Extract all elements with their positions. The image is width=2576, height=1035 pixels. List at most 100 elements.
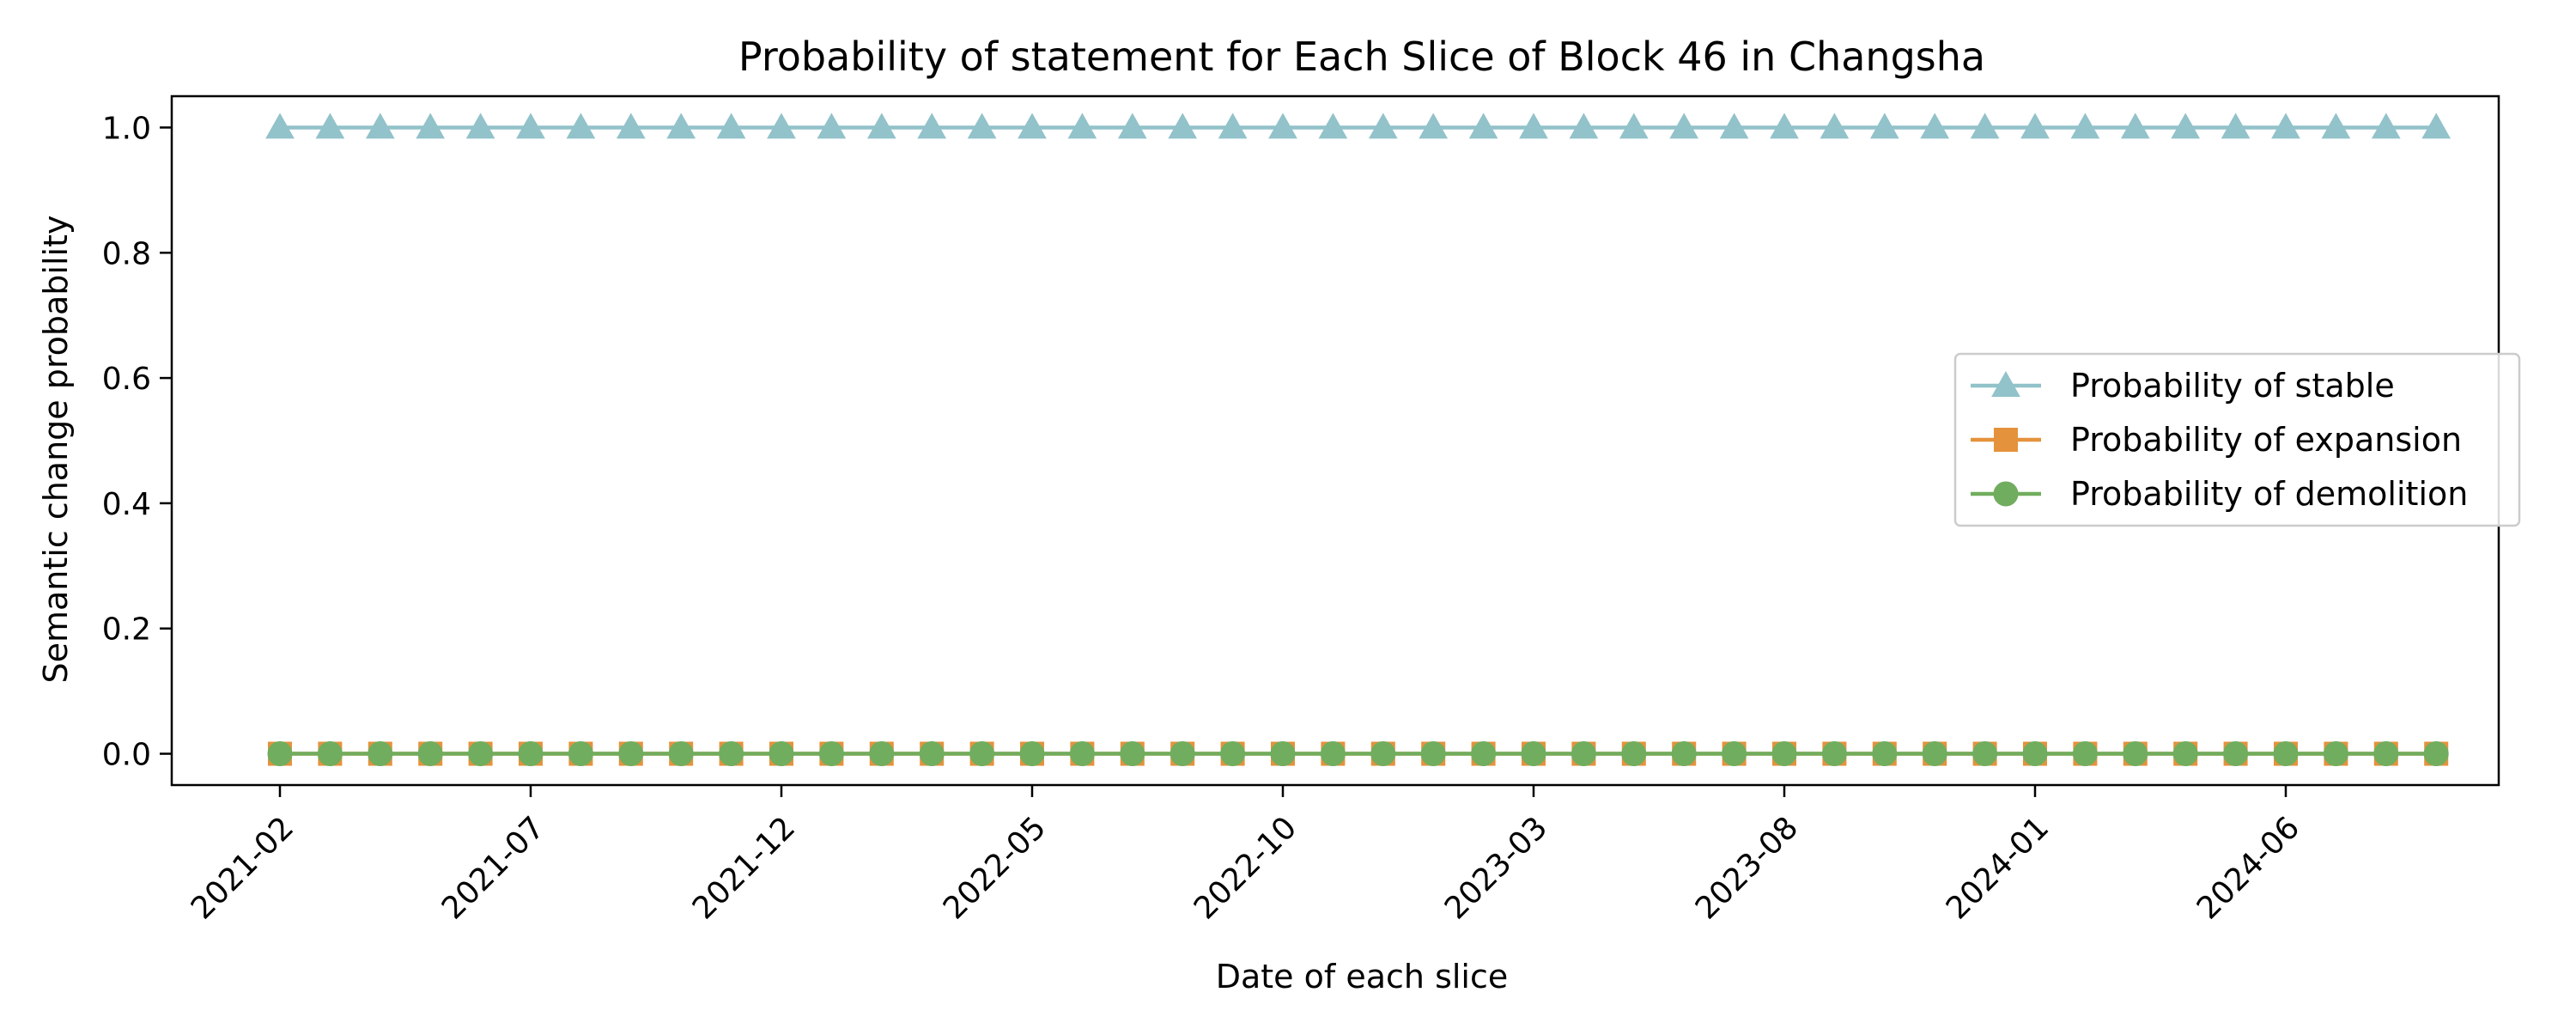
data-point xyxy=(1719,113,1749,139)
data-point xyxy=(767,113,796,139)
data-point xyxy=(1368,113,1398,139)
data-point xyxy=(1419,113,1449,139)
data-point xyxy=(869,741,895,767)
y-tick-label: 1.0 xyxy=(102,111,151,146)
data-point xyxy=(2371,113,2401,139)
data-point xyxy=(2223,741,2249,767)
data-point xyxy=(1521,741,1546,767)
data-point xyxy=(1067,113,1097,139)
data-point xyxy=(1270,741,1296,767)
data-point xyxy=(817,113,847,139)
data-point xyxy=(1268,113,1297,139)
data-point xyxy=(917,113,947,139)
data-point xyxy=(1168,113,1198,139)
data-point xyxy=(668,741,694,767)
data-point xyxy=(967,113,997,139)
data-point xyxy=(2120,113,2150,139)
x-tick-label: 2021-07 xyxy=(435,810,551,926)
legend-marker-2 xyxy=(1993,481,2019,507)
data-point xyxy=(2123,741,2148,767)
data-point xyxy=(1018,113,1047,139)
data-point xyxy=(2323,741,2348,767)
data-point xyxy=(516,113,545,139)
legend-label-1: Probability of expansion xyxy=(2070,421,2462,459)
data-point xyxy=(1571,741,1596,767)
data-point xyxy=(315,113,345,139)
data-point xyxy=(1771,741,1797,767)
data-point xyxy=(1671,741,1697,767)
data-point xyxy=(265,113,295,139)
legend-marker-1 xyxy=(1994,428,2018,452)
data-point xyxy=(468,741,494,767)
y-tick-label: 0.0 xyxy=(102,738,151,773)
data-point xyxy=(866,113,896,139)
data-point xyxy=(1471,741,1497,767)
data-point xyxy=(1120,741,1145,767)
data-point xyxy=(2421,113,2451,139)
legend-label-0: Probability of stable xyxy=(2070,367,2395,405)
data-point xyxy=(1519,113,1548,139)
y-tick-label: 0.4 xyxy=(102,487,151,522)
data-point xyxy=(365,113,395,139)
data-point xyxy=(1669,113,1699,139)
data-point xyxy=(1420,741,1446,767)
data-point xyxy=(2321,113,2351,139)
data-point xyxy=(716,113,746,139)
data-point xyxy=(1619,113,1649,139)
data-point xyxy=(1869,113,1899,139)
data-point xyxy=(1320,741,1346,767)
data-point xyxy=(1569,113,1599,139)
data-point xyxy=(1872,741,1898,767)
data-point xyxy=(2271,113,2300,139)
data-point xyxy=(919,741,945,767)
data-point xyxy=(1170,741,1195,767)
x-tick-label: 2022-05 xyxy=(937,810,1053,926)
data-point xyxy=(2273,741,2299,767)
data-point xyxy=(1770,113,1799,139)
data-point xyxy=(1922,741,1947,767)
x-tick-label: 2024-01 xyxy=(1940,810,2056,926)
data-point xyxy=(818,741,844,767)
data-point xyxy=(1468,113,1498,139)
data-point xyxy=(368,741,393,767)
legend-box xyxy=(1953,352,2521,527)
data-point xyxy=(1621,741,1647,767)
data-point xyxy=(518,741,544,767)
y-axis-label: Semantic change probability xyxy=(37,216,75,684)
legend: Probability of stable Probability of expa… xyxy=(1953,352,2521,527)
data-point xyxy=(465,113,495,139)
data-point xyxy=(267,741,293,767)
data-point xyxy=(1920,113,1950,139)
data-point xyxy=(568,741,593,767)
y-tick-label: 0.6 xyxy=(102,362,151,397)
data-point xyxy=(416,113,446,139)
data-point xyxy=(666,113,696,139)
data-point xyxy=(1370,741,1396,767)
x-tick-label: 2024-06 xyxy=(2190,810,2306,926)
x-tick-label: 2023-08 xyxy=(1689,810,1805,926)
data-point xyxy=(1069,741,1095,767)
data-point xyxy=(969,741,995,767)
data-point xyxy=(2172,741,2198,767)
data-point xyxy=(2022,741,2048,767)
x-tick-label: 2023-03 xyxy=(1438,810,1554,926)
x-axis-label: Date of each slice xyxy=(1216,958,1509,995)
x-tick-label: 2022-10 xyxy=(1188,810,1303,926)
x-tick-label: 2021-12 xyxy=(686,810,802,926)
data-point xyxy=(1019,741,1045,767)
data-point xyxy=(317,741,343,767)
data-point xyxy=(769,741,794,767)
data-point xyxy=(618,741,644,767)
data-point xyxy=(566,113,596,139)
data-point xyxy=(2221,113,2251,139)
legend-label-2: Probability of demolition xyxy=(2070,475,2468,513)
x-tick-label: 2021-02 xyxy=(185,810,301,926)
data-point xyxy=(616,113,646,139)
y-tick-label: 0.8 xyxy=(102,236,151,271)
data-point xyxy=(417,741,443,767)
chart-title: Probability of statement for Each Slice … xyxy=(738,33,1985,80)
data-point xyxy=(2020,113,2050,139)
data-point xyxy=(2072,741,2098,767)
